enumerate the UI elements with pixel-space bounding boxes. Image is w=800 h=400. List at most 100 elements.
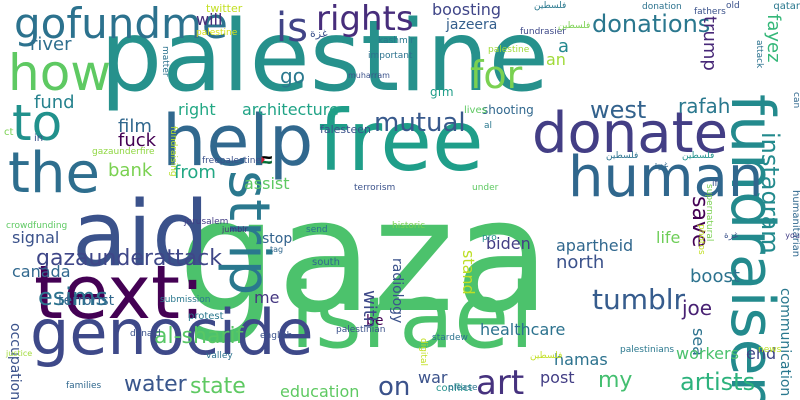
cloud-word: an [546,50,566,69]
cloud-word: in [34,133,44,144]
cloud-word: stop [262,231,293,247]
cloud-word: ct [4,127,14,138]
cloud-word: if [712,179,718,189]
cloud-word: state [190,374,246,399]
cloud-word: can [791,92,800,109]
cloud-word: gfm [430,85,454,99]
cloud-word: architecture [242,100,339,119]
cloud-word: hamas [554,350,608,369]
cloud-word: healthcare [480,320,566,339]
cloud-word: فلسطين [530,351,563,361]
cloud-word: help [162,100,314,182]
cloud-word: the [8,141,100,206]
cloud-word: supernatural [704,184,714,242]
cloud-word: crowdfunding [6,221,68,231]
cloud-word: fuck [118,130,157,151]
cloud-word: education [280,382,360,400]
cloud-word: tumblr [592,283,686,316]
cloud-word: muharram [348,71,390,80]
cloud-word: workers [676,344,739,363]
cloud-word: terrorist [58,293,115,309]
cloud-word: فلسطين [534,1,567,11]
cloud-word: communication [777,288,793,397]
cloud-word: life [656,228,681,247]
cloud-word: qatar [773,1,800,12]
cloud-word: rafah [678,94,731,118]
cloud-word: justice [6,349,33,358]
cloud-word: from [174,162,216,183]
cloud-word: submission [160,295,211,305]
cloud-word: فلسطين [606,151,639,161]
cloud-word: tag [270,245,284,254]
cloud-word: is [276,5,308,51]
cloud-word: jerusalem [184,217,229,227]
cloud-word: falesteen [320,123,371,136]
cloud-word: palestinians [620,345,675,355]
cloud-word: israel [290,264,535,369]
cloud-word: instagram [756,132,784,254]
cloud-word: river [30,34,72,55]
cloud-word: donate [532,101,729,166]
cloud-word: canada [12,262,71,281]
cloud-word: under [472,183,499,193]
cloud-word: trump [699,16,720,71]
cloud-word: boost [690,266,740,287]
cloud-word: غزة [310,27,328,40]
cloud-word: how [8,44,112,102]
cloud-word: go [280,64,305,88]
cloud-word: on [378,372,411,400]
cloud-word: signal [12,228,60,247]
cloud-word: artists [680,368,756,396]
cloud-word: fathers [694,7,726,17]
cloud-word: twitter [206,2,243,15]
cloud-word: radiology [389,258,405,324]
cloud-word: fundraising [168,126,178,177]
cloud-word: war [418,368,448,387]
cloud-word: occupation [7,322,23,400]
cloud-word: protest [188,311,224,322]
cloud-word: historic [392,221,426,231]
cloud-word: stardew [432,333,468,343]
cloud-word: palestine [100,0,549,114]
cloud-word: donald [130,329,161,339]
cloud-word: send [306,225,328,235]
cloud-word: west [590,96,647,124]
cloud-word: to [12,94,63,152]
cloud-word: jazeera [446,17,498,33]
cloud-word: end [746,344,777,363]
cloud-word: gaza [178,165,551,347]
cloud-word: gazaunderattack [36,246,222,271]
cloud-word: fundraiser [717,93,787,400]
cloud-word: news [758,345,782,355]
cloud-word: matter [160,46,170,77]
cloud-word: aid [72,182,210,287]
cloud-word: kashmir [378,36,414,46]
cloud-word: fund [34,92,75,113]
cloud-word: biden [486,234,531,253]
cloud-word: please [448,383,478,393]
cloud-word: joe [682,296,713,320]
cloud-word: fayez [763,14,784,63]
cloud-word: esims [38,283,108,311]
cloud-word: stand [459,250,478,295]
cloud-word: text: [34,250,205,336]
cloud-word: free [318,92,484,190]
cloud-word: attack [754,40,764,69]
cloud-word: غزة [654,161,669,171]
cloud-word: humanitarian [790,190,800,258]
cloud-word: film [118,116,152,137]
cloud-word: boosting [432,0,502,19]
cloud-word: right [178,100,216,119]
cloud-word: donations [592,10,711,38]
cloud-word: donation [642,2,682,12]
cloud-word: water [124,372,187,397]
cloud-word: gazaunderfire [92,147,155,157]
cloud-word: post [540,368,575,387]
cloud-word: palestine [196,28,238,38]
cloud-word: me [254,288,280,307]
cloud-word: be [366,313,384,329]
cloud-word: terrorism [354,183,396,193]
cloud-word: bank [108,160,153,181]
cloud-word: a [558,36,570,57]
